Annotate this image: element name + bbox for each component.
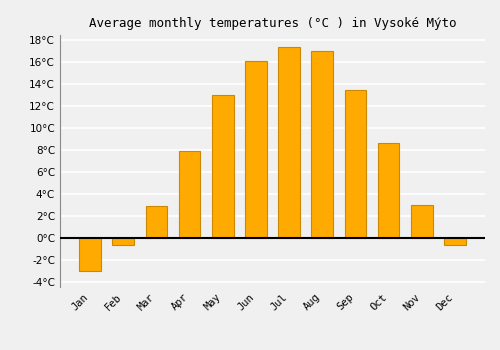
Bar: [212, 95, 234, 238]
Bar: [179, 151, 201, 238]
Bar: [411, 205, 432, 238]
Bar: [146, 206, 167, 238]
Bar: [278, 47, 300, 238]
Bar: [312, 51, 333, 238]
Bar: [344, 90, 366, 238]
Bar: [378, 144, 400, 238]
Bar: [80, 238, 101, 271]
Bar: [245, 61, 266, 238]
Bar: [112, 238, 134, 245]
Bar: [444, 238, 466, 245]
Title: Average monthly temperatures (°C ) in Vysoké Mýto: Average monthly temperatures (°C ) in Vy…: [89, 17, 456, 30]
